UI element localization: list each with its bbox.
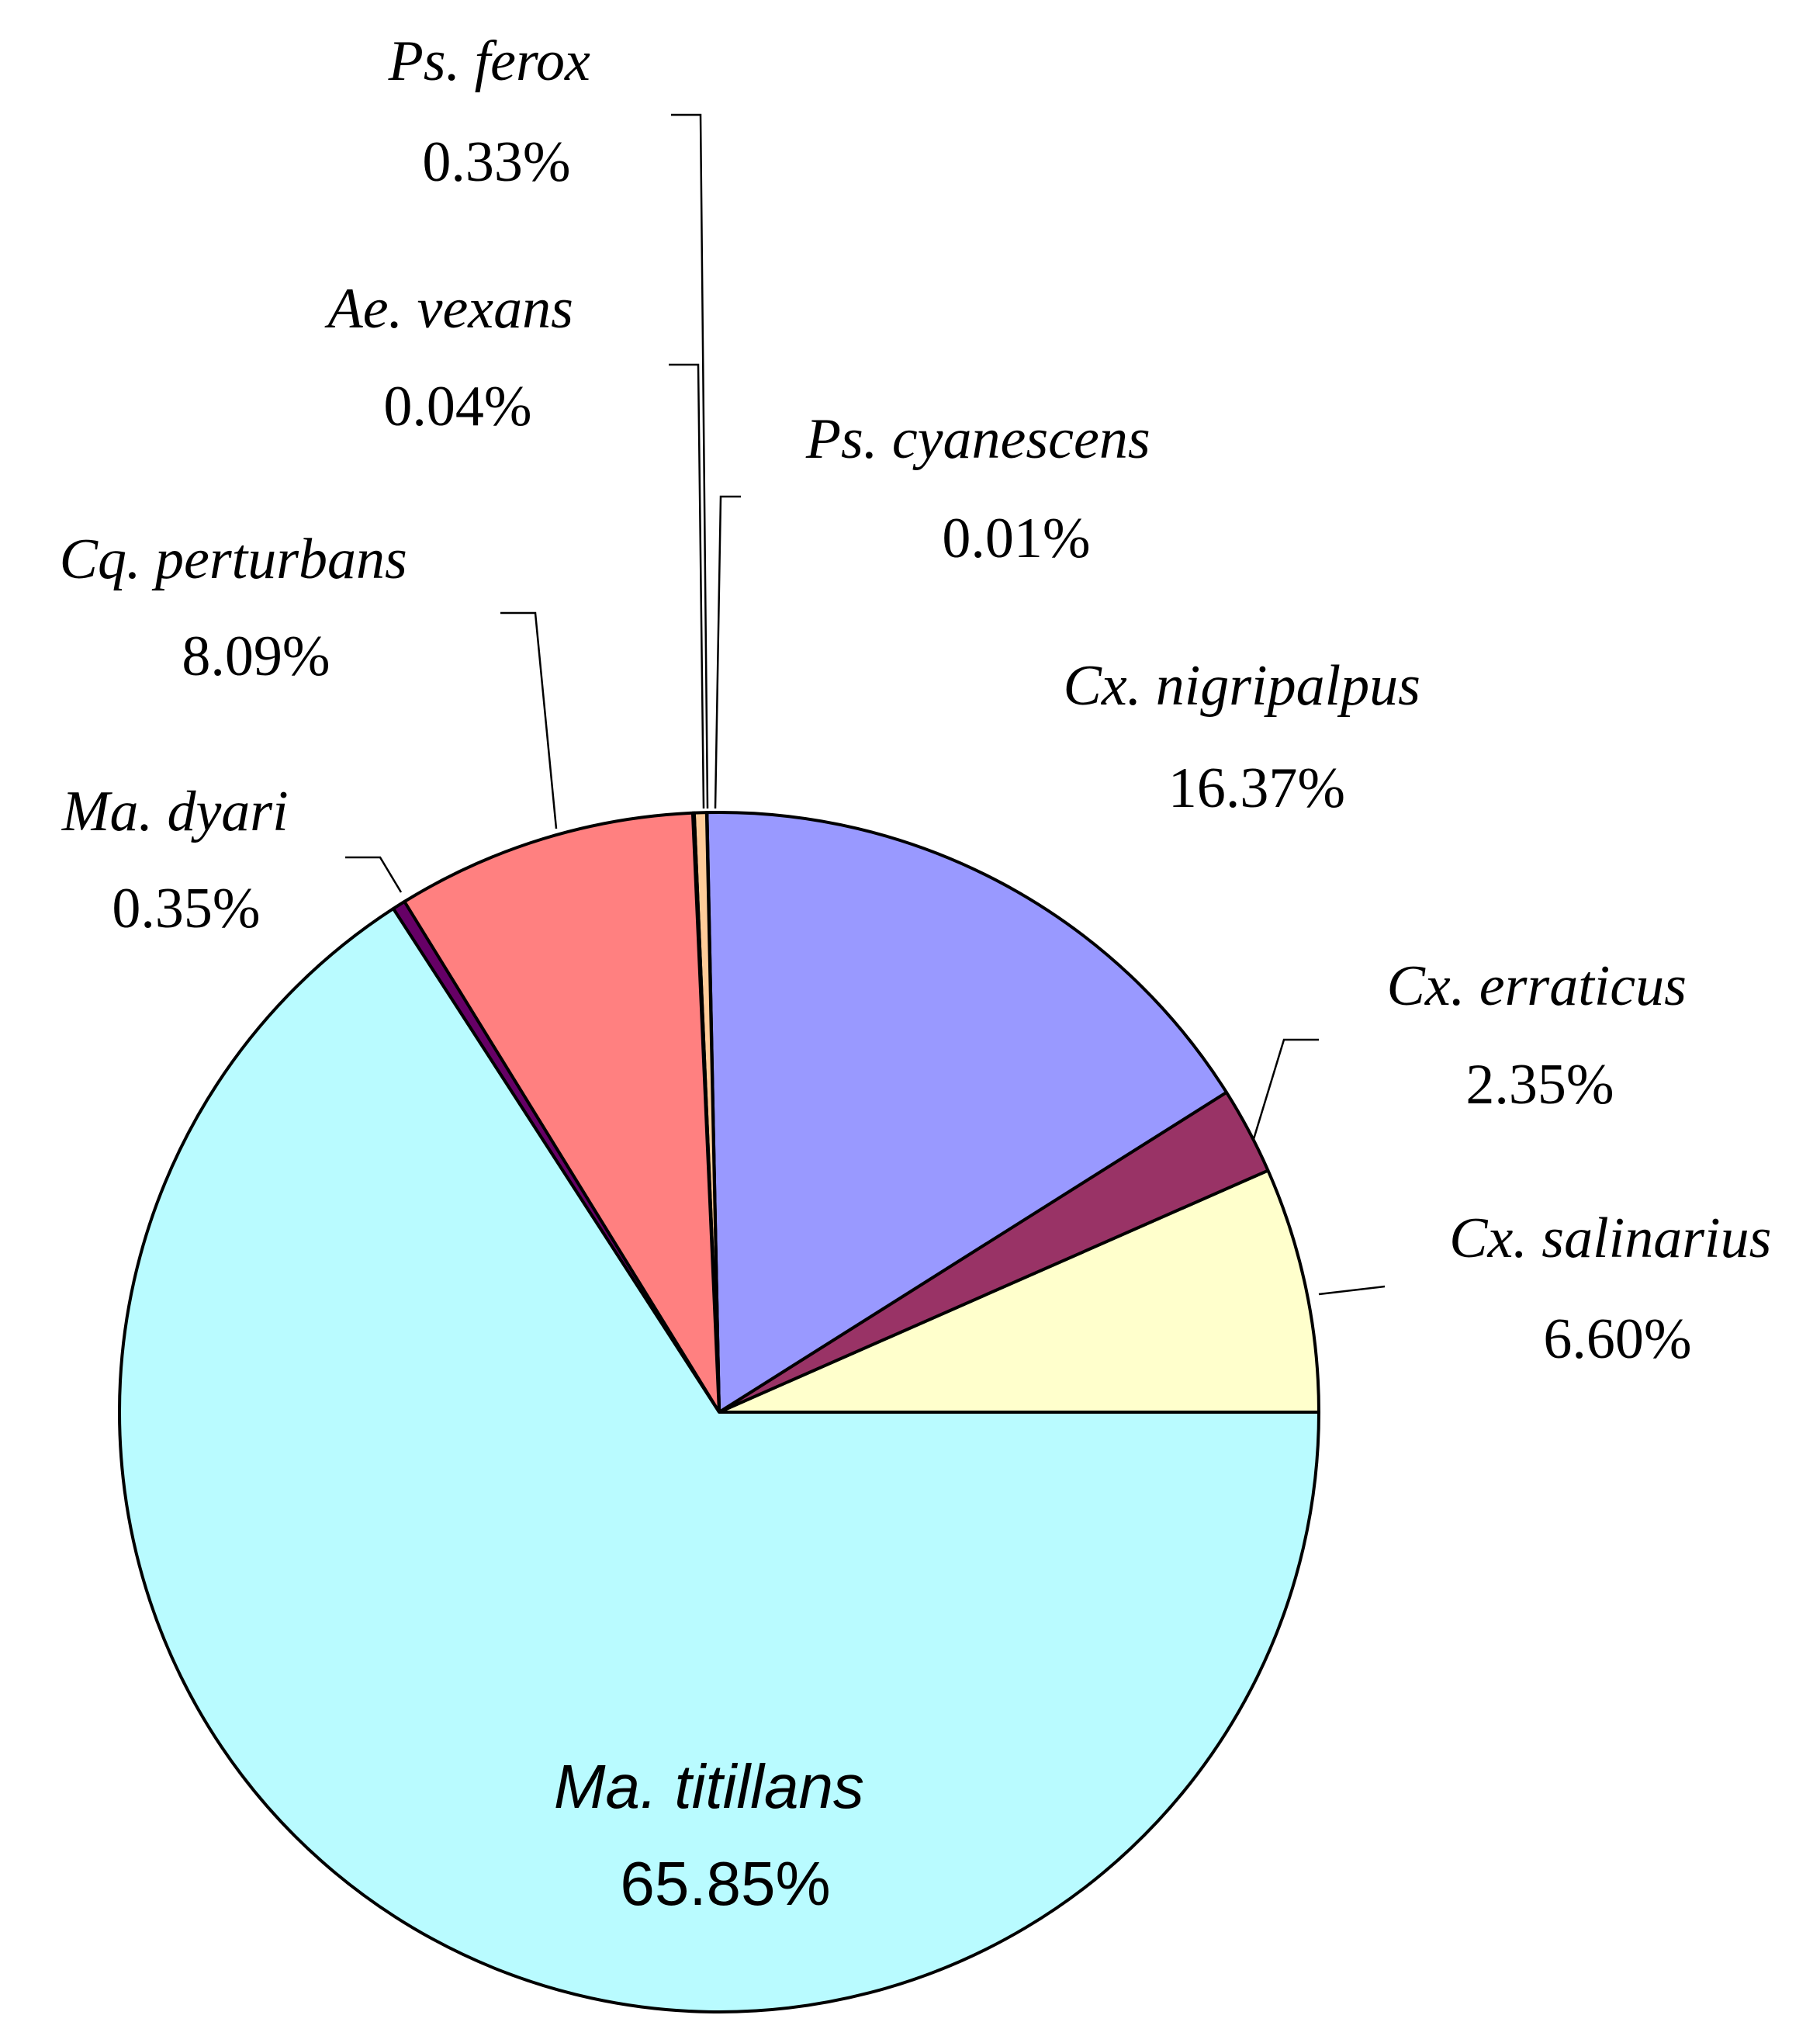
slice-label-cq-perturbans: Cq. perturbans 8.09%: [60, 528, 422, 688]
leader-line-ps-ferox: [671, 113, 709, 809]
leader-line-ma-dyari: [345, 856, 403, 893]
slice-name-ps-ferox: Ps. ferox: [388, 29, 590, 93]
slice-value-cx-nigripalpus: 16.37%: [1168, 757, 1345, 820]
slice-label-ma-dyari: Ma. dyari 0.35%: [61, 780, 303, 940]
slice-label-ma-titillans: Ma. titillans 65.85%: [554, 1752, 881, 1918]
slice-name-cx-nigripalpus: Cx. nigripalpus: [1064, 654, 1420, 718]
pie-slice-ma-titillans: [118, 907, 1320, 2013]
slice-label-cx-salinarius: Cx. salinarius 6.60%: [1449, 1207, 1786, 1371]
slice-name-cq-perturbans: Cq. perturbans: [60, 528, 407, 591]
slice-name-cx-salinarius: Cx. salinarius: [1449, 1207, 1771, 1270]
slice-value-ae-vexans: 0.04%: [383, 375, 531, 438]
slice-name-ma-titillans: Ma. titillans: [554, 1752, 864, 1821]
slice-label-cx-nigripalpus: Cx. nigripalpus 16.37%: [1064, 654, 1435, 820]
slice-label-ps-cyanescens: Ps. cyanescens 0.01%: [805, 407, 1164, 570]
slice-name-ps-cyanescens: Ps. cyanescens: [805, 407, 1150, 471]
slice-name-ae-vexans: Ae. vexans: [324, 277, 573, 341]
leader-line-cx-erraticus: [1252, 1038, 1319, 1140]
leader-line-cq-perturbans: [500, 611, 558, 829]
slice-label-cx-erraticus: Cx. erraticus 2.35%: [1387, 954, 1701, 1117]
slice-value-ps-ferox: 0.33%: [422, 130, 570, 194]
slice-label-ps-ferox: Ps. ferox 0.33%: [388, 29, 605, 194]
pie-slice-cx-salinarius: [718, 1169, 1320, 1414]
leader-line-cx-salinarius: [1318, 1285, 1386, 1296]
pie-slices: [118, 811, 1320, 2013]
pie-slice-cx-nigripalpus: [705, 811, 1228, 1414]
leader-line-ps-cyanescens: [714, 495, 741, 809]
slice-value-cq-perturbans: 8.09%: [182, 625, 330, 688]
slice-value-cx-salinarius: 6.60%: [1543, 1307, 1691, 1371]
slice-value-ma-dyari: 0.35%: [112, 877, 260, 940]
slice-value-ps-cyanescens: 0.01%: [942, 507, 1090, 570]
pie-slice-cq-perturbans: [403, 811, 721, 1414]
leader-line-ae-vexans: [669, 363, 705, 809]
slice-label-ae-vexans: Ae. vexans 0.04%: [324, 277, 588, 438]
slice-name-ma-dyari: Ma. dyari: [61, 780, 289, 843]
slice-value-cx-erraticus: 2.35%: [1465, 1053, 1614, 1117]
leader-lines: [345, 113, 1386, 1296]
slice-name-cx-erraticus: Cx. erraticus: [1387, 954, 1687, 1018]
slice-value-ma-titillans: 65.85%: [620, 1849, 830, 1918]
slice-labels: Ps. ferox 0.33% Ae. vexans 0.04% Ps. cya…: [60, 29, 1786, 1918]
